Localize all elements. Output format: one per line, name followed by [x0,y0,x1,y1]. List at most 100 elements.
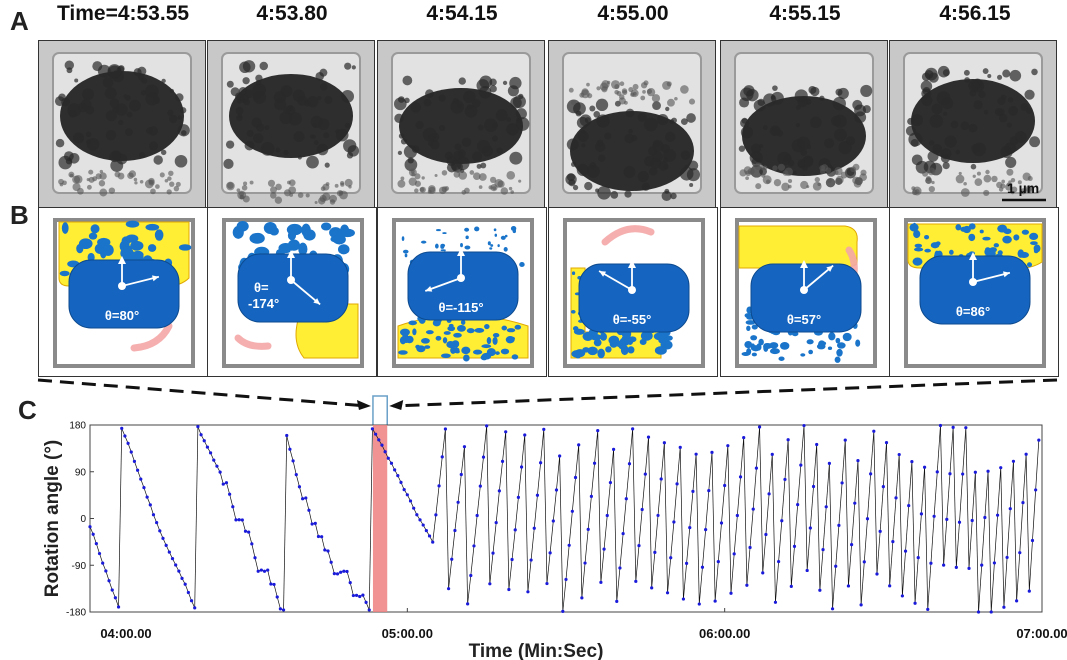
data-point [780,519,783,522]
frame-time-label-6: 4:56.15 [890,2,1060,26]
data-point [349,581,352,584]
data-point [809,526,812,529]
data-point [215,465,218,468]
data-point [330,561,333,564]
data-point [126,442,129,445]
frame-time-label-2: 4:53.80 [207,2,377,26]
data-point [682,597,685,600]
data-point [929,562,932,565]
theta-label: θ=80° [105,308,139,323]
schematic-frame: θ=-115° [377,207,547,377]
data-point [196,425,199,428]
theta-label: θ=-115° [438,300,483,315]
theta-label: θ=-55° [613,312,652,327]
schematic-diagram: θ=-115° [378,208,546,376]
data-point [755,466,758,469]
data-point [729,592,732,595]
data-point [767,492,770,495]
data-point [545,582,548,585]
data-point [368,608,371,611]
data-point [806,569,809,572]
data-point [552,519,555,522]
data-point [666,591,669,594]
data-point [758,425,761,428]
data-point [152,513,155,516]
x-tick-label: 07:00.00 [1016,626,1067,641]
data-point [745,584,748,587]
data-point [301,497,304,500]
zoom-dashed-line-left [38,380,367,406]
data-point [472,544,475,547]
data-point [501,460,504,463]
data-point [996,514,999,517]
data-point [482,455,485,458]
frame-time-label-1: Time=4:53.55 [38,2,208,26]
data-point [92,533,95,536]
data-point [901,594,904,597]
data-point [529,558,532,561]
data-point [1002,606,1005,609]
data-point [374,433,377,436]
data-point [364,601,367,604]
data-point [748,546,751,549]
theta-label: θ=86° [956,304,990,319]
data-point [149,503,152,506]
data-point [282,608,285,611]
data-point [1018,551,1021,554]
data-point [853,502,856,505]
data-point [799,464,802,467]
data-point [219,471,222,474]
data-point [1009,507,1012,510]
data-point [88,525,91,528]
data-point [352,594,355,597]
micrograph-frame [38,40,206,210]
data-point [821,548,824,551]
data-point [802,424,805,427]
data-point [882,485,885,488]
data-point [704,528,707,531]
data-point [142,486,145,489]
data-point [371,427,374,430]
data-point [95,542,98,545]
data-point [155,521,158,524]
data-point [209,451,212,454]
data-point [193,606,196,609]
data-point [107,579,110,582]
data-point [1031,539,1034,542]
data-point [726,444,729,447]
data-point [1021,501,1024,504]
data-point [771,453,774,456]
data-point [120,427,123,430]
micrograph-image [549,41,715,209]
data-point [580,596,583,599]
data-point [114,596,117,599]
data-point [844,439,847,442]
data-point [564,578,567,581]
data-point [250,542,253,545]
data-point [272,583,275,586]
data-point [177,570,180,573]
data-point [447,587,450,590]
data-point [587,528,590,531]
data-point [787,438,790,441]
data-point [834,565,837,568]
theta-label-line2: -174° [248,296,279,311]
panel-label-a: A [10,6,29,37]
data-point [647,435,650,438]
x-tick-label: 05:00.00 [382,626,433,641]
data-point [117,605,120,608]
y-tick-label: 180 [69,421,86,432]
data-point [323,548,326,551]
data-point [171,557,174,560]
data-point [710,451,713,454]
data-point [615,600,618,603]
schematic-frame: θ=80° [38,207,208,377]
data-point [571,510,574,513]
data-point [123,434,126,437]
data-point [479,485,482,488]
data-point [279,607,282,610]
data-point [453,529,456,532]
data-point [840,481,843,484]
data-point [904,550,907,553]
data-point [733,552,736,555]
